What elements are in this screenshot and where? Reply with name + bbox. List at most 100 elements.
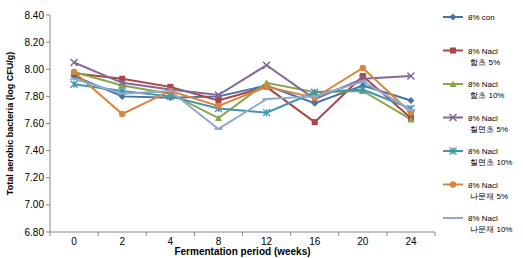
y-axis-title: Total aerobic bacteria (log CFU/g) (5, 52, 15, 195)
x-tick-label: 24 (405, 236, 417, 247)
marker (215, 92, 222, 99)
legend-marker (450, 81, 457, 88)
legend-label-line: 칠면초 10% (468, 158, 512, 167)
marker (71, 69, 77, 75)
y-tick-label: 6.80 (25, 227, 45, 238)
marker (312, 119, 318, 125)
x-tick-label: 20 (357, 236, 369, 247)
legend-marker (450, 114, 457, 121)
marker (70, 78, 78, 80)
x-tick (242, 232, 243, 236)
legend-marker (449, 217, 457, 219)
legend-label-line: 8% Nacl (468, 147, 498, 156)
marker (263, 109, 270, 116)
marker (215, 97, 221, 103)
y-tick (46, 69, 50, 70)
x-tick-label: 2 (119, 236, 125, 247)
y-tick-label: 7.80 (25, 91, 45, 102)
marker (311, 95, 317, 101)
series-line (74, 68, 411, 114)
series-line (74, 84, 411, 112)
y-tick (46, 177, 50, 178)
marker (407, 109, 415, 111)
legend-line (443, 217, 463, 219)
chart: 6.807.007.207.407.607.808.008.208.400248… (0, 0, 523, 258)
marker (408, 109, 414, 115)
y-tick (46, 232, 50, 233)
x-tick-label: 0 (71, 236, 77, 247)
y-axis (50, 15, 51, 232)
marker (118, 93, 126, 95)
series-line (74, 79, 411, 129)
marker (119, 87, 126, 94)
y-tick-label: 7.60 (25, 118, 45, 129)
marker (263, 84, 269, 90)
legend-marker (450, 14, 457, 21)
legend-marker (450, 148, 457, 155)
x-tick (194, 232, 195, 236)
y-tick-label: 8.40 (25, 10, 45, 21)
x-tick (146, 232, 147, 236)
marker (311, 89, 318, 96)
marker (71, 81, 78, 88)
legend-label: 8% con (468, 13, 495, 22)
y-tick (46, 42, 50, 43)
plot-area (70, 59, 415, 129)
marker (167, 88, 173, 94)
legend: 8% con8% Nacl 함초 5%8% Nacl 함초 10%8% Nacl… (443, 13, 512, 234)
series-line (74, 62, 411, 99)
legend-marker (450, 48, 456, 54)
legend-label: 8% Nacl 나문재 5% (468, 181, 508, 201)
legend-label-line: 함초 10% (468, 91, 504, 100)
marker (407, 73, 414, 80)
y-tick-label: 8.20 (25, 37, 45, 48)
marker (215, 103, 221, 109)
x-tick (98, 232, 99, 236)
y-tick (46, 150, 50, 151)
y-tick (46, 96, 50, 97)
marker (71, 68, 78, 75)
legend-label: 8% Nacl 칠면초 10% (468, 147, 512, 167)
y-tick-label: 7.00 (25, 199, 45, 210)
legend-marker (450, 181, 456, 187)
legend-label-line: 8% Nacl (468, 80, 498, 89)
legend-label: 8% Nacl 나문재 10% (468, 214, 512, 234)
y-tick-label: 7.40 (25, 145, 45, 156)
x-tick (435, 232, 436, 236)
y-tick (46, 123, 50, 124)
marker (166, 90, 174, 92)
marker (119, 79, 126, 86)
marker (360, 65, 366, 71)
y-tick (46, 204, 50, 205)
x-tick-label: 16 (309, 236, 321, 247)
x-tick (386, 232, 387, 236)
y-tick (46, 15, 50, 16)
marker (263, 62, 270, 69)
legend-label-line: 함초 5% (468, 58, 500, 67)
legend-label-line: 8% Nacl (468, 114, 498, 123)
marker (119, 93, 126, 100)
legend-label: 8% Nacl 칠면초 5% (468, 114, 508, 134)
marker (119, 111, 125, 117)
x-tick-label: 4 (168, 236, 174, 247)
y-tick-label: 8.00 (25, 64, 45, 75)
legend-label-line: 나문재 5% (468, 192, 508, 201)
marker (264, 84, 270, 90)
marker (359, 75, 366, 82)
x-axis-title: Fermentation period (weeks) (174, 246, 310, 257)
legend-label-line: 나문재 10% (468, 225, 512, 234)
marker (215, 115, 222, 122)
marker (263, 98, 271, 100)
marker (311, 95, 319, 97)
marker (407, 97, 414, 104)
legend-label-line: 8% Nacl (468, 214, 498, 223)
marker (214, 128, 222, 130)
marker (407, 116, 414, 123)
x-tick (290, 232, 291, 236)
legend-label: 8% Nacl 함초 5% (468, 47, 500, 67)
y-tick-label: 7.20 (25, 172, 45, 183)
legend-label-line: 8% Nacl (468, 47, 498, 56)
marker (359, 80, 367, 82)
marker (359, 86, 366, 93)
x-tick (338, 232, 339, 236)
